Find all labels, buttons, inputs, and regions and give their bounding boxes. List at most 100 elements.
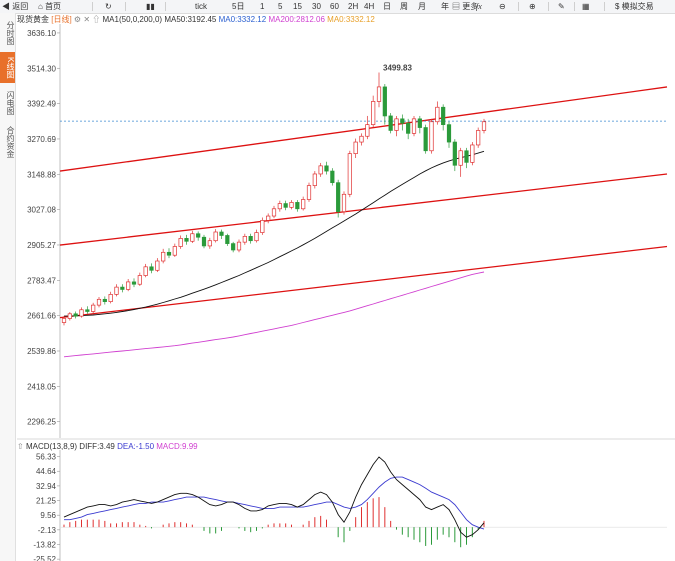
candle-body	[423, 127, 428, 152]
candle-body	[435, 106, 440, 123]
high-annotation: 3499.83	[383, 63, 412, 72]
candle-body	[347, 153, 352, 195]
macd-y-tick-label: 44.64	[36, 467, 57, 476]
macd-y-tick-label: -2.13	[38, 526, 57, 535]
period-button[interactable]: 周	[400, 2, 408, 11]
period-button[interactable]: 60	[330, 2, 339, 11]
period-button[interactable]: 5	[278, 2, 283, 11]
candle-body	[306, 185, 312, 200]
period-tag: [日线]	[51, 15, 72, 24]
candle-body	[85, 309, 90, 312]
y-tick-label: 3514.30	[27, 64, 56, 73]
y-tick-label: 2418.05	[27, 382, 56, 391]
candle-body	[289, 202, 294, 208]
candle-body	[271, 208, 277, 217]
candle-body	[120, 286, 125, 290]
symbol-name: 现货黄金	[17, 15, 49, 24]
chart-legend: 现货黄金 [日线] ⚙ ✕ ⇧ MA1(50,0,200,0) MA50:319…	[17, 13, 375, 26]
candle-body	[67, 313, 72, 319]
macd-dea: DEA:-1.50	[117, 442, 155, 451]
candle-body	[400, 118, 405, 124]
up-arrow-icon[interactable]: ⇧	[92, 15, 101, 24]
candle-body	[236, 241, 242, 251]
collapse-icon[interactable]: ⇧	[17, 442, 24, 451]
candle-body	[126, 281, 131, 290]
candle-body	[446, 124, 452, 143]
candle-body	[324, 165, 329, 172]
y-tick-label: 2539.86	[27, 347, 56, 356]
toolbar: ◀ 返回 ⌂ 首页 ↻ ▮▮ tick 5日 1 5 15 30 60 2H 4H 日周月年 ▤ …	[0, 0, 675, 14]
y-tick-label: 3636.10	[27, 29, 56, 38]
macd-y-tick-label: 21.25	[36, 497, 57, 506]
candle-body	[143, 266, 148, 276]
sidebar-tab[interactable]: 闪电图	[6, 90, 15, 115]
macd-y-tick-label: 56.33	[36, 453, 57, 462]
draw-tool-icon[interactable]: ✎	[558, 2, 565, 11]
back-button[interactable]: ◀ 返回	[2, 2, 29, 11]
y-tick-label: 3148.88	[27, 170, 56, 179]
bar-chart-icon[interactable]: ▮▮	[146, 2, 155, 11]
candle-body	[219, 231, 224, 236]
period-button[interactable]: 日	[383, 2, 391, 11]
refresh-icon[interactable]: ↻	[105, 2, 112, 11]
period-button[interactable]: 1	[260, 2, 265, 11]
formula-button[interactable]: fx	[476, 0, 482, 13]
candle-body	[417, 118, 422, 128]
channel-line	[59, 86, 668, 172]
more-label: 更多	[462, 2, 479, 11]
home-button[interactable]: ⌂ 首页	[38, 2, 62, 11]
candle-body	[481, 121, 487, 131]
sidebar-tab[interactable]: K线图	[0, 52, 15, 83]
period-button[interactable]: 5日	[232, 2, 245, 11]
candle-body	[330, 170, 335, 184]
macd-value: MACD:9.99	[156, 442, 198, 451]
sidebar-tab[interactable]: 分时图	[6, 20, 15, 45]
ma0b-value: MA0:3332.12	[327, 15, 375, 24]
candle-body	[283, 203, 288, 208]
ma50-line	[63, 150, 485, 317]
view-sidebar: 分时图 K线图闪电图合约资金	[0, 13, 16, 561]
settings-icon[interactable]: ⚙	[73, 15, 82, 24]
candle-body	[266, 215, 271, 221]
candle-body	[470, 144, 475, 163]
period-button[interactable]: tick	[195, 2, 207, 11]
candle-body	[61, 318, 67, 323]
candle-body	[406, 122, 411, 134]
candle-body	[411, 118, 417, 134]
macd-legend: ⇧ MACD(13,8,9) DIFF:3.49 DEA:-1.50 MACD:…	[17, 440, 198, 453]
candle-body	[213, 231, 218, 242]
candle-body	[96, 298, 102, 306]
diff-line	[63, 456, 485, 538]
candle-body	[336, 182, 341, 213]
grid-icon[interactable]: ▦	[582, 2, 590, 11]
period-button[interactable]: 15	[293, 2, 302, 11]
home-label: 首页	[45, 2, 62, 11]
candle-body	[476, 130, 481, 146]
period-button[interactable]: 月	[418, 2, 426, 11]
simulate-label: 模拟交易	[621, 2, 654, 11]
candle-body	[184, 238, 189, 242]
simulate-trade-button[interactable]: $ 模拟交易	[615, 2, 654, 11]
ma50-value: MA50:3192.45	[164, 15, 217, 24]
period-button[interactable]: 4H	[364, 2, 375, 11]
candle-body	[429, 121, 434, 152]
more-button[interactable]: ▤ 更多	[452, 2, 479, 11]
period-button[interactable]: 年	[441, 2, 449, 11]
macd-y-tick-label: 32.94	[36, 482, 57, 491]
y-tick-label: 2296.25	[27, 418, 56, 427]
ma200-line	[63, 271, 485, 358]
candle-body	[359, 135, 364, 143]
candle-body	[201, 236, 207, 247]
zoom-out-icon[interactable]: ⊖	[499, 2, 506, 11]
period-button[interactable]: 30	[312, 2, 321, 11]
sidebar-tab[interactable]: 合约资金	[6, 126, 15, 158]
period-button[interactable]: 2H	[348, 2, 359, 11]
zoom-in-icon[interactable]: ⊕	[529, 2, 536, 11]
candle-body	[196, 233, 201, 238]
candle-body	[277, 203, 282, 210]
ma0-value: MA0:3332.12	[218, 15, 267, 24]
formula-label: fx	[476, 2, 482, 11]
close-icon[interactable]: ✕	[83, 15, 91, 24]
channel-line	[59, 245, 668, 319]
